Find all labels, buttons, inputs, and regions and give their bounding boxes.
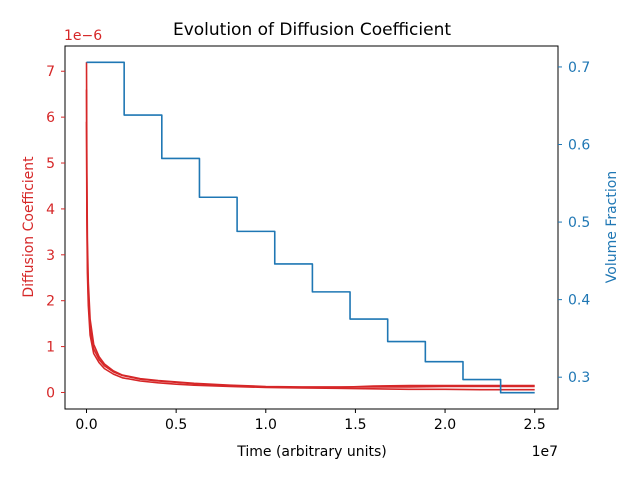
left-y-tick-label: 2: [46, 294, 55, 310]
right-y-tick-label: 0.3: [568, 370, 590, 386]
x-offset-label: 1e7: [532, 444, 558, 460]
x-tick-label: 1.5: [344, 417, 366, 433]
x-tick-label: 0.0: [75, 417, 97, 433]
plot-area: [85, 61, 535, 394]
left-y-tick-label: 3: [46, 248, 55, 264]
left-y-tick-label: 1: [46, 340, 55, 356]
left-y-tick-label: 4: [46, 202, 55, 218]
axes: 0.0 0.5 1.0 1.5 2.0 2.5 0 1 2 3 4 5 6 7 0.3 0.4 0.5 0.6 0.…: [46, 45, 590, 433]
x-tick-label: 1.0: [255, 417, 277, 433]
x-axis-title: Time (arbitrary units): [236, 444, 386, 460]
right-y-tick-label: 0.6: [568, 138, 590, 154]
left-y-tick-label: 6: [46, 110, 55, 126]
plot-frame: [64, 45, 559, 410]
right-y-tick-label: 0.4: [568, 293, 590, 309]
left-offset-label: 1e−6: [64, 28, 102, 44]
volume-fraction-line-3: [86, 61, 535, 394]
right-y-tick-label: 0.7: [568, 60, 590, 76]
diffusion-line-0: [85, 62, 535, 388]
left-y-tick-label: 5: [46, 156, 55, 172]
diffusion-line-1: [85, 89, 535, 389]
right-y-tick-label: 0.5: [568, 215, 590, 231]
chart-title: Evolution of Diffusion Coefficient: [173, 20, 451, 40]
left-y-tick-label: 0: [46, 385, 55, 401]
x-tick-label: 0.5: [165, 417, 187, 433]
left-axis-title: Diffusion Coefficient: [21, 156, 37, 298]
left-y-tick-label: 7: [46, 64, 55, 80]
right-axis-title: Volume Fraction: [604, 171, 620, 283]
diffusion-line-2: [85, 121, 535, 391]
x-tick-label: 2.0: [434, 417, 456, 433]
x-tick-label: 2.5: [524, 417, 546, 433]
